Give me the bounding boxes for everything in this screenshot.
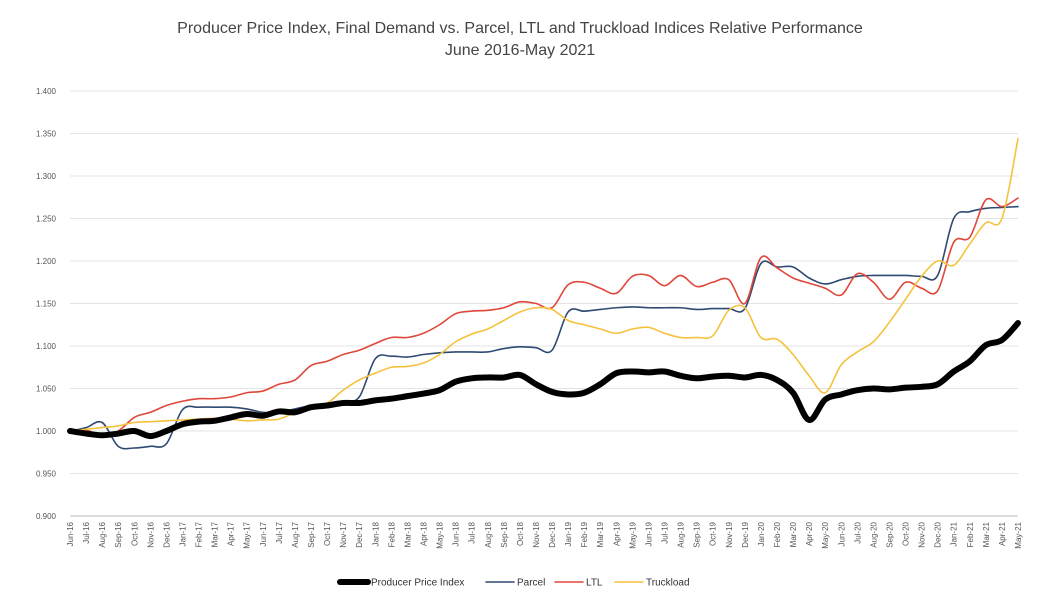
- x-tick-label: Dec-18: [548, 521, 557, 547]
- x-tick-label: Apr-17: [227, 521, 236, 546]
- series-lines: [67, 137, 1021, 450]
- x-tick-label: Sep-19: [693, 521, 702, 547]
- x-tick-label: Aug-18: [484, 521, 493, 547]
- x-tick-label: Feb-21: [966, 521, 975, 547]
- x-tick-label: Sep-16: [114, 521, 123, 547]
- x-tick-label: May-18: [436, 521, 445, 548]
- x-tick-label: Aug-17: [291, 521, 300, 547]
- x-tick-label: Oct-16: [130, 521, 139, 546]
- y-tick-label: 1.150: [36, 300, 57, 309]
- x-tick-label: Oct-18: [516, 521, 525, 546]
- x-tick-label: Nov-19: [725, 521, 734, 547]
- x-tick-label: Apr-19: [612, 521, 621, 546]
- x-tick-label: Jun-20: [837, 521, 846, 546]
- x-tick-label: Mar-18: [403, 521, 412, 547]
- y-tick-label: 1.300: [36, 172, 57, 181]
- x-tick-label: Jan-20: [757, 521, 766, 546]
- x-tick-label: Jul-16: [82, 521, 91, 543]
- x-tick-label: Mar-21: [982, 521, 991, 547]
- x-tick-label: Feb-17: [195, 521, 204, 547]
- series-line-parcel: [69, 205, 1019, 450]
- x-tick-label: Jul-19: [661, 521, 670, 543]
- x-tick-label: Feb-19: [580, 521, 589, 547]
- x-tick-label: Oct-17: [323, 521, 332, 546]
- legend-label-truckload: Truckload: [646, 578, 690, 589]
- series-line-ltl: [69, 197, 1019, 437]
- x-tick-label: Nov-16: [146, 521, 155, 547]
- chart-subtitle: June 2016-May 2021: [444, 42, 596, 59]
- x-tick-label: Apr-20: [805, 521, 814, 546]
- series-line-producer-price-index: [67, 320, 1021, 440]
- x-axis: Jun-16 Jul-16 Aug-16 Sep-16 Oct-16 Nov-16 Dec-…: [66, 515, 1023, 549]
- x-tick-label: Sep-17: [307, 521, 316, 547]
- chart-title: Producer Price Index, Final Demand vs. P…: [177, 20, 863, 37]
- legend-label-parcel: Parcel: [517, 578, 545, 589]
- y-tick-label: 0.950: [36, 470, 57, 479]
- x-tick-label: Jul-20: [853, 521, 862, 543]
- x-tick-label: May-20: [821, 521, 830, 548]
- x-tick-label: May-21: [1014, 521, 1023, 548]
- x-tick-label: Aug-20: [869, 521, 878, 547]
- x-tick-label: Jul-18: [468, 521, 477, 543]
- x-tick-label: Mar-20: [789, 521, 798, 547]
- y-tick-label: 1.250: [36, 215, 57, 224]
- x-tick-label: Jan-21: [950, 521, 959, 546]
- x-tick-label: Sep-18: [500, 521, 509, 547]
- x-tick-label: Dec-20: [934, 521, 943, 547]
- x-tick-label: Sep-20: [885, 521, 894, 547]
- y-tick-label: 1.200: [36, 257, 57, 266]
- x-tick-label: Dec-19: [741, 521, 750, 547]
- legend-label-ltl: LTL: [586, 578, 603, 589]
- x-tick-label: Nov-20: [918, 521, 927, 547]
- legend: Producer Price Index Parcel LTL Truckload: [337, 578, 690, 589]
- x-tick-label: Jul-17: [275, 521, 284, 543]
- x-tick-label: Oct-19: [709, 521, 718, 546]
- x-tick-label: Jan-17: [178, 521, 187, 546]
- y-tick-label: 1.350: [36, 130, 57, 139]
- y-axis: 0.900 0.950 1.000 1.050 1.100 1.150 1.200 1.250…: [36, 87, 57, 521]
- x-tick-label: Jun-18: [452, 521, 461, 546]
- y-tick-label: 1.050: [36, 385, 57, 394]
- chart-title-block: Producer Price Index, Final Demand vs. P…: [0, 18, 1040, 62]
- x-tick-label: Dec-17: [355, 521, 364, 547]
- x-tick-label: Aug-19: [677, 521, 686, 547]
- x-tick-label: May-19: [628, 521, 637, 548]
- x-tick-label: May-17: [243, 521, 252, 548]
- y-tick-label: 1.400: [36, 87, 57, 96]
- x-tick-label: Jun-17: [259, 521, 268, 546]
- gridlines: [70, 90, 1018, 517]
- y-tick-label: 1.100: [36, 342, 57, 351]
- y-tick-label: 0.900: [36, 512, 57, 521]
- x-tick-label: Mar-19: [596, 521, 605, 547]
- x-tick-label: Nov-17: [339, 521, 348, 547]
- x-tick-label: Jan-18: [371, 521, 380, 546]
- legend-label-producer-price-index: Producer Price Index: [371, 578, 464, 589]
- x-tick-label: Nov-18: [532, 521, 541, 547]
- y-tick-label: 1.000: [36, 427, 57, 436]
- x-tick-label: Oct-20: [902, 521, 911, 546]
- x-tick-label: Dec-16: [162, 521, 171, 547]
- x-tick-label: Feb-18: [387, 521, 396, 547]
- x-tick-label: Jun-19: [644, 521, 653, 546]
- x-tick-label: Jun-16: [66, 521, 75, 546]
- x-tick-label: Apr-18: [419, 521, 428, 546]
- x-tick-label: Apr-21: [998, 521, 1007, 546]
- x-tick-label: Mar-17: [211, 521, 220, 547]
- x-tick-label: Jan-19: [564, 521, 573, 546]
- x-tick-label: Aug-16: [98, 521, 107, 547]
- x-tick-label: Feb-20: [773, 521, 782, 547]
